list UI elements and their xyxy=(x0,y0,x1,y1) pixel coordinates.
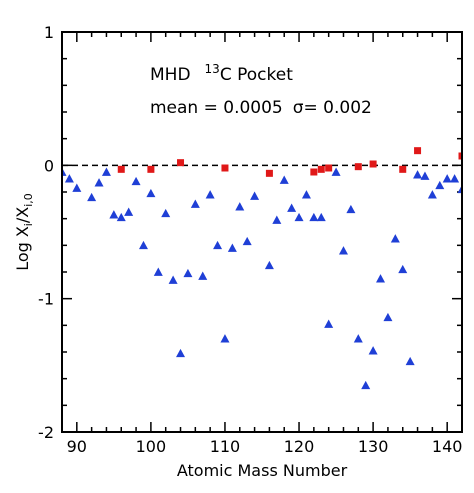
triangle-point xyxy=(361,380,371,390)
triangle-point xyxy=(124,207,134,216)
triangle-point xyxy=(131,176,141,186)
triangle-point xyxy=(101,167,111,176)
triangle-point xyxy=(198,271,208,280)
triangle-point xyxy=(413,170,423,179)
markers xyxy=(62,147,462,390)
triangle-point xyxy=(346,204,356,214)
square-point xyxy=(117,165,125,173)
triangle-point xyxy=(279,175,289,184)
triangle-point xyxy=(94,178,104,187)
triangle-point xyxy=(235,202,245,211)
triangle-point xyxy=(146,188,156,198)
triangle-point xyxy=(457,184,462,194)
triangle-point xyxy=(331,167,341,176)
triangle-point xyxy=(190,199,200,208)
x-tick-label: 140 xyxy=(432,437,463,456)
triangle-point xyxy=(450,174,460,183)
triangle-point xyxy=(309,212,319,222)
triangle-point xyxy=(138,240,148,250)
triangle-point xyxy=(227,243,237,252)
triangle-point xyxy=(64,174,74,183)
triangle-point xyxy=(183,268,193,278)
x-tick-label: 110 xyxy=(210,437,241,456)
triangle-point xyxy=(272,215,282,224)
triangle-point xyxy=(205,190,215,199)
triangle-point xyxy=(316,212,326,222)
triangle-point xyxy=(109,210,119,219)
annotation-title: MHD 13C Pocket xyxy=(150,62,293,85)
square-point xyxy=(221,164,229,172)
triangle-point xyxy=(301,190,311,199)
triangle-point xyxy=(220,334,230,343)
plot-frame xyxy=(61,31,463,433)
square-point xyxy=(265,169,273,177)
square-point xyxy=(325,164,333,172)
triangle-point xyxy=(161,208,171,218)
triangle-point xyxy=(153,267,163,276)
y-tick-label: 1 xyxy=(44,23,54,42)
square-point xyxy=(399,165,407,173)
triangle-point xyxy=(264,260,274,270)
y-tick-label: -1 xyxy=(38,290,54,309)
plot-area xyxy=(61,31,463,433)
square-point xyxy=(458,152,462,160)
x-tick-label: 90 xyxy=(67,437,87,456)
triangle-point xyxy=(250,191,260,200)
square-point xyxy=(369,160,377,168)
square-point xyxy=(310,168,318,176)
triangle-point xyxy=(62,167,67,176)
square-point xyxy=(177,159,185,167)
triangle-point xyxy=(353,334,363,343)
square-point xyxy=(317,165,325,173)
triangle-point xyxy=(294,212,304,222)
x-tick-label: 130 xyxy=(358,437,389,456)
square-point xyxy=(147,165,155,173)
triangle-point xyxy=(405,356,415,366)
triangle-point xyxy=(368,346,378,355)
annotation-sigma: σ= 0.002 xyxy=(293,98,372,118)
triangle-point xyxy=(427,190,437,199)
annotation-superscript: 13 xyxy=(205,62,220,76)
triangle-point xyxy=(87,192,97,202)
triangle-point xyxy=(116,212,126,222)
square-point xyxy=(354,163,362,171)
x-tick-label: 100 xyxy=(136,437,167,456)
triangle-point xyxy=(72,183,82,192)
triangle-point xyxy=(242,236,252,246)
square-point xyxy=(414,147,422,155)
triangle-point xyxy=(213,240,223,250)
triangle-point xyxy=(376,274,386,283)
triangle-point xyxy=(398,264,408,274)
x-tick-label: 120 xyxy=(284,437,315,456)
triangle-point xyxy=(420,171,430,180)
triangle-point xyxy=(442,174,452,183)
y-tick-label: -2 xyxy=(38,423,54,442)
triangle-point xyxy=(324,319,334,328)
triangle-point xyxy=(435,180,445,190)
triangle-point xyxy=(338,246,348,255)
triangle-point xyxy=(390,234,400,243)
x-axis-title: Atomic Mass Number xyxy=(177,461,348,480)
annotation-mean: mean = 0.0005 σ= 0.002 xyxy=(150,98,372,118)
triangle-point xyxy=(383,312,393,322)
y-tick-label: 0 xyxy=(44,156,54,175)
triangle-point xyxy=(287,203,297,212)
triangle-point xyxy=(168,275,178,284)
triangle-point xyxy=(176,348,186,358)
y-axis-title: Log Xi/Xi,0 xyxy=(13,193,35,271)
